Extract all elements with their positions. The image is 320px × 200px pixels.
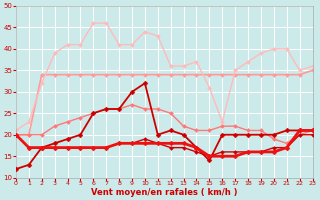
X-axis label: Vent moyen/en rafales ( km/h ): Vent moyen/en rafales ( km/h ) <box>91 188 237 197</box>
